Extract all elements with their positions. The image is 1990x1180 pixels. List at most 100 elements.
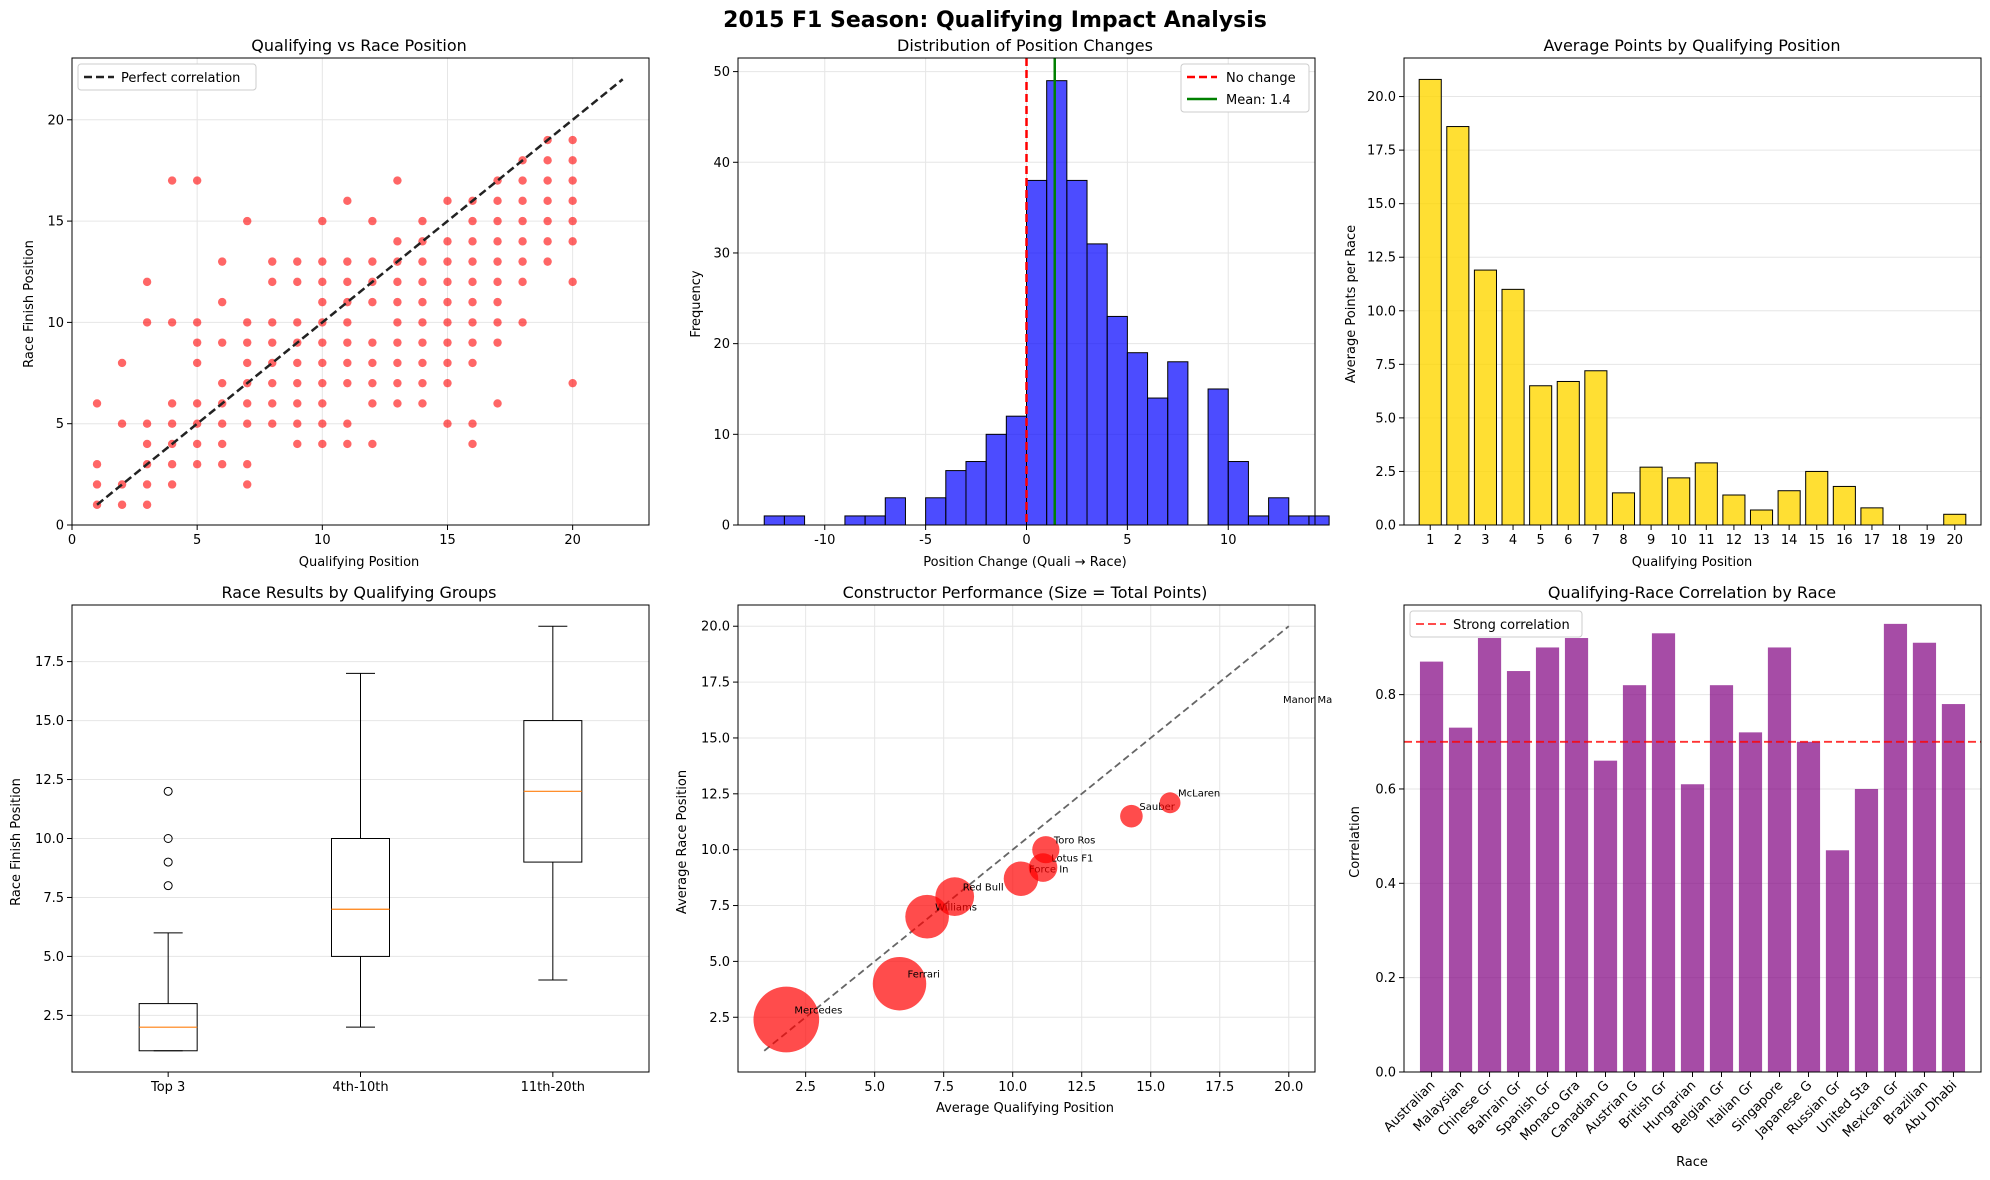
scatter-point — [268, 399, 277, 408]
hist-bar — [925, 497, 947, 526]
x-tick-label: 15.0 — [1136, 1080, 1165, 1095]
y-tick-label: 12.5 — [1367, 251, 1396, 266]
corr-bar — [1738, 732, 1763, 1072]
scatter-point — [468, 237, 477, 246]
scatter-point — [368, 399, 377, 408]
hist-bar — [1005, 415, 1028, 526]
scatter-point — [393, 378, 402, 388]
constructor-point — [1120, 804, 1143, 828]
scatter-point — [142, 419, 152, 428]
scatter-point — [268, 419, 277, 428]
y-tick-label: 5.0 — [709, 955, 730, 970]
y-tick-label: 15.0 — [1367, 197, 1396, 212]
scatter-point — [192, 399, 202, 408]
scatter-point — [418, 216, 427, 226]
scatter-point — [167, 419, 177, 428]
x-tick-label: 12.5 — [1067, 1080, 1096, 1095]
points-bar — [1584, 370, 1608, 526]
y-tick-label: 20 — [47, 113, 64, 128]
scatter-point — [293, 257, 302, 266]
scatter-point — [493, 237, 502, 246]
scatter-point — [493, 257, 502, 266]
box-outlier — [163, 857, 173, 867]
scatter-point — [418, 318, 427, 327]
y-tick-label: 15 — [47, 215, 64, 230]
scatter-point — [493, 318, 502, 327]
scatter-point — [443, 318, 452, 327]
x-tick-label: Top 3 — [150, 1080, 185, 1095]
scatter-point — [368, 297, 377, 307]
scatter-point — [217, 439, 227, 449]
x-tick-label: 20.0 — [1274, 1080, 1303, 1095]
scatter-point — [443, 378, 452, 388]
scatter-point — [217, 460, 227, 469]
scatter-point — [343, 358, 352, 368]
x-tick-label: 10.0 — [998, 1080, 1027, 1095]
x-tick-label: 12 — [1726, 533, 1743, 548]
hist-bar — [1308, 515, 1330, 526]
hist-bar — [1066, 179, 1088, 526]
y-tick-label: 5.0 — [43, 950, 64, 965]
scatter-point — [493, 338, 502, 347]
corr-bar — [1912, 642, 1937, 1072]
box-outlier — [163, 834, 173, 843]
scatter-point — [217, 378, 227, 388]
x-tick-label: 20 — [1946, 533, 1963, 548]
scatter-point — [493, 196, 502, 206]
corr-bar — [1622, 685, 1647, 1072]
constructor-label: Red Bull — [963, 883, 1004, 894]
corr-bar — [1419, 661, 1444, 1072]
points-panel: Average Points by Qualifying Position Qu… — [1344, 36, 1982, 570]
x-tick-label: 15 — [1808, 533, 1825, 548]
y-tick-label: 30 — [713, 246, 730, 261]
hist-bar — [1046, 80, 1068, 526]
scatter-point — [418, 297, 427, 307]
scatter-point — [192, 460, 202, 469]
corr-bar — [1854, 788, 1879, 1072]
corr-bar — [1767, 647, 1792, 1072]
scatter-point — [243, 480, 252, 489]
corr-bar — [1825, 850, 1850, 1072]
scatter-point — [117, 500, 127, 509]
scatter-point — [443, 419, 452, 428]
scatter-point — [343, 419, 352, 428]
scatter-point — [92, 399, 102, 408]
constructor-point — [1159, 792, 1181, 814]
hist-bar — [985, 433, 1007, 526]
scatter-point — [243, 399, 252, 408]
scatter-point — [568, 156, 577, 165]
corr-bar — [1680, 784, 1705, 1072]
scatter-point — [418, 358, 427, 368]
scatter-point — [293, 358, 302, 368]
y-tick-label: 10 — [47, 316, 64, 331]
box-title: Race Results by Qualifying Groups — [222, 583, 497, 602]
points-ylabel: Average Points per Race — [1344, 225, 1359, 383]
scatter-point — [418, 378, 427, 388]
y-tick-label: 7.5 — [1375, 358, 1396, 373]
hist-bar — [965, 461, 987, 526]
y-tick-label: 7.5 — [43, 891, 64, 906]
points-bar — [1749, 509, 1774, 526]
scatter-point — [543, 257, 552, 266]
scatter-point — [243, 358, 252, 368]
hist-panel: Distribution of Position Changes Positio… — [689, 36, 1330, 570]
scatter-point — [468, 297, 477, 307]
points-bar — [1943, 513, 1967, 526]
scatter-point — [543, 176, 552, 185]
x-tick-label: 1 — [1426, 533, 1434, 548]
constructors-title: Constructor Performance (Size = Total Po… — [843, 583, 1208, 602]
scatter-point — [92, 460, 102, 469]
scatter-point — [393, 399, 402, 408]
scatter-point — [268, 277, 277, 287]
y-tick-label: 0.2 — [1375, 971, 1396, 986]
legend-label-no-change: No change — [1226, 71, 1296, 86]
scatter-point — [117, 419, 127, 428]
scatter-point — [368, 439, 377, 449]
hist-bar — [1147, 397, 1169, 526]
hist-title: Distribution of Position Changes — [897, 36, 1153, 55]
corr-bar — [1883, 623, 1908, 1072]
scatter-point — [192, 318, 202, 327]
scatter-point — [468, 358, 477, 368]
corr-bar — [1506, 671, 1531, 1072]
scatter-point — [418, 257, 427, 266]
